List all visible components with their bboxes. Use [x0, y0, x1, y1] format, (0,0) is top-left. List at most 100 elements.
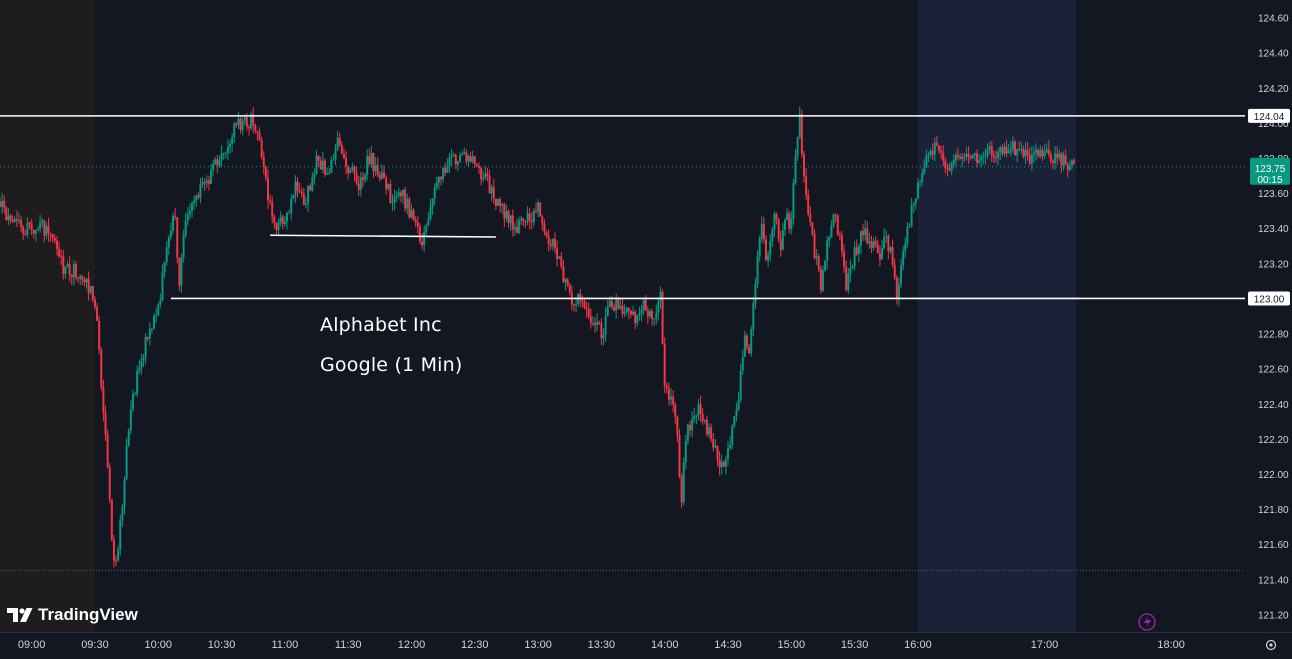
candle-body — [222, 152, 225, 154]
candle-body — [60, 256, 63, 258]
candle-body — [636, 315, 639, 324]
candle-body — [167, 236, 170, 248]
candle-body — [737, 399, 740, 410]
last-price-tag — [1250, 157, 1290, 185]
y-tick-label: 122.60 — [1258, 365, 1289, 376]
candle-body — [874, 240, 877, 245]
candle-body — [587, 309, 590, 317]
candle-body — [773, 213, 776, 230]
candle-body — [547, 235, 550, 245]
candle-body — [186, 214, 189, 221]
candle-body — [921, 173, 924, 182]
candle-body — [117, 549, 120, 561]
candle-body — [872, 240, 875, 248]
candle-body — [779, 239, 782, 250]
y-tick-label: 123.20 — [1258, 259, 1289, 270]
candle-body — [992, 155, 995, 158]
candle-body — [203, 182, 206, 184]
candle-body — [859, 230, 862, 246]
candle-body — [383, 172, 386, 178]
candle-body — [218, 160, 221, 166]
y-tick-label: 123.60 — [1258, 189, 1289, 200]
candle-body — [416, 222, 419, 227]
candle-body — [41, 220, 44, 223]
candle-body — [212, 163, 215, 171]
candle-body — [735, 409, 738, 417]
candle-body — [933, 142, 936, 155]
candle-body — [456, 161, 459, 165]
candle-body — [532, 210, 535, 223]
candle-body — [598, 321, 601, 324]
candle-body — [216, 159, 219, 166]
candle-body — [100, 349, 103, 388]
candle-body — [300, 192, 303, 194]
candle-body — [929, 150, 932, 155]
candle-body — [210, 170, 213, 184]
candle-body — [513, 227, 516, 230]
candle-body — [990, 146, 993, 156]
candle-body — [838, 234, 841, 236]
candle-body — [1005, 146, 1008, 154]
y-tick-label: 121.20 — [1258, 610, 1289, 621]
candle-body — [1028, 154, 1031, 164]
tradingview-logo[interactable]: TradingView — [7, 605, 138, 625]
candle-body — [724, 458, 727, 468]
candle-body — [488, 176, 491, 194]
candle-body — [959, 156, 962, 160]
candle-body — [326, 173, 329, 175]
candle-body — [5, 207, 8, 221]
candle-body — [349, 169, 352, 173]
candle-body — [418, 226, 421, 242]
candle-body — [881, 248, 884, 260]
candle-body — [581, 299, 584, 303]
candle-body — [528, 213, 531, 221]
candle-body — [11, 219, 14, 222]
candle-body — [180, 257, 183, 286]
candle-body — [330, 160, 333, 173]
candle-body — [448, 157, 451, 167]
candle-body — [851, 266, 854, 268]
candle-body — [425, 225, 428, 232]
premarket-shading — [0, 0, 95, 632]
candle-body — [781, 230, 784, 250]
candle-body — [444, 167, 447, 173]
candle-body — [146, 336, 149, 339]
level-price-tag — [1248, 291, 1290, 306]
candle-body — [241, 120, 244, 131]
x-tick-label: 17:00 — [1031, 639, 1059, 651]
candle-body — [642, 299, 645, 311]
candle-body — [266, 178, 269, 201]
candle-body — [294, 181, 297, 196]
candle-body — [948, 168, 951, 171]
candle-body — [849, 267, 852, 274]
candle-body — [840, 235, 843, 252]
time-axis-background — [0, 632, 1292, 654]
candle-body — [463, 152, 466, 155]
candle-body — [682, 462, 685, 503]
candle-body — [77, 277, 80, 279]
candle-body — [602, 334, 605, 339]
candle-body — [1020, 148, 1023, 150]
candle-body — [258, 132, 261, 141]
candle-body — [288, 212, 291, 214]
candle-body — [1032, 152, 1035, 155]
candle-body — [235, 123, 238, 125]
candle-body — [233, 123, 236, 138]
candle-body — [638, 313, 641, 316]
candle-body — [123, 479, 126, 508]
candle-body — [764, 239, 767, 261]
candle-body — [771, 229, 774, 242]
candle-body — [558, 256, 561, 259]
candle-body — [165, 247, 168, 263]
candle-body — [125, 445, 128, 480]
candle-body — [566, 279, 569, 285]
x-tick-label: 11:30 — [335, 639, 362, 651]
y-tick-label: 121.60 — [1258, 540, 1289, 551]
candle-body — [172, 215, 175, 231]
candle-body — [237, 118, 240, 125]
candle-body — [754, 283, 757, 304]
candle-body — [686, 424, 689, 441]
candle-body — [976, 153, 979, 163]
